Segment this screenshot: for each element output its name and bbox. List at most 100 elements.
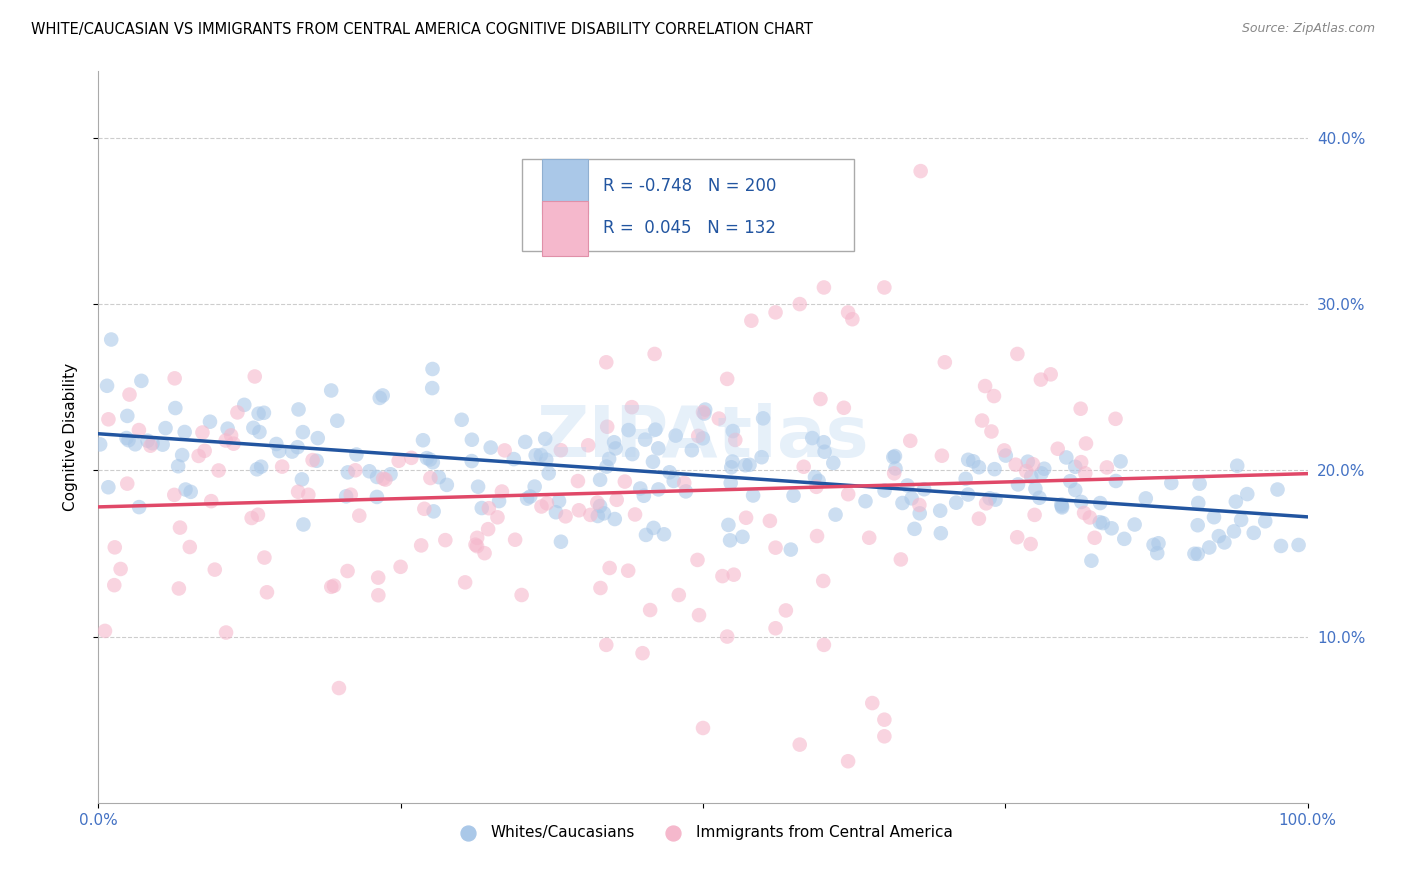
Point	[1243, 525, 1265, 540]
Point	[634, 433, 657, 447]
Point	[96, 379, 118, 393]
Point	[416, 451, 439, 466]
Point	[1288, 538, 1310, 552]
Point	[903, 522, 925, 536]
Point	[1208, 529, 1230, 543]
Point	[643, 521, 665, 535]
Point	[467, 480, 489, 494]
Point	[486, 510, 509, 524]
Point	[673, 475, 696, 490]
Point	[136, 434, 159, 448]
Point	[524, 448, 547, 462]
Point	[1095, 460, 1118, 475]
Text: WHITE/CAUCASIAN VS IMMIGRANTS FROM CENTRAL AMERICA COGNITIVE DISABILITY CORRELAT: WHITE/CAUCASIAN VS IMMIGRANTS FROM CENTR…	[31, 22, 813, 37]
Point	[765, 305, 787, 319]
Point	[1017, 455, 1039, 469]
Point	[890, 552, 912, 566]
Point	[1028, 491, 1050, 505]
Point	[336, 466, 359, 480]
Point	[246, 462, 269, 476]
Point	[174, 483, 197, 497]
Point	[1024, 508, 1046, 522]
Point	[837, 305, 859, 319]
Point	[900, 491, 922, 506]
Point	[813, 574, 835, 588]
Point	[1084, 531, 1107, 545]
Point	[1073, 506, 1095, 520]
Point	[945, 496, 967, 510]
Point	[603, 435, 626, 450]
Point	[366, 470, 388, 484]
Point	[471, 501, 494, 516]
Point	[1022, 457, 1045, 471]
Point	[873, 280, 896, 294]
Point	[474, 546, 496, 560]
Text: ZIPAtlas: ZIPAtlas	[537, 402, 869, 472]
Point	[882, 450, 904, 465]
Point	[675, 484, 697, 499]
Point	[215, 625, 238, 640]
Point	[984, 492, 1007, 507]
Point	[180, 484, 202, 499]
Point	[1054, 450, 1077, 465]
Point	[548, 494, 571, 508]
Point	[606, 492, 628, 507]
Point	[586, 508, 609, 523]
Point	[970, 413, 993, 427]
Point	[179, 540, 201, 554]
Point	[979, 491, 1001, 506]
Point	[422, 455, 444, 469]
Point	[366, 490, 388, 504]
Point	[1187, 518, 1209, 533]
Point	[100, 333, 122, 347]
Point	[593, 506, 616, 520]
Point	[536, 452, 558, 467]
Point	[983, 462, 1005, 476]
Point	[1225, 494, 1247, 508]
Point	[163, 371, 186, 385]
Point	[128, 423, 150, 437]
Point	[187, 449, 209, 463]
Point	[401, 450, 423, 465]
Point	[688, 608, 710, 623]
Point	[957, 452, 980, 467]
Point	[1254, 514, 1277, 528]
Point	[910, 164, 932, 178]
Point	[346, 448, 368, 462]
Legend: Whites/Caucasians, Immigrants from Central America: Whites/Caucasians, Immigrants from Centr…	[447, 819, 959, 847]
Point	[873, 713, 896, 727]
Point	[523, 479, 546, 493]
Point	[128, 500, 150, 515]
Point	[163, 488, 186, 502]
Point	[389, 559, 412, 574]
Point	[765, 541, 787, 555]
Point	[858, 531, 880, 545]
Point	[647, 442, 669, 456]
Point	[813, 444, 835, 458]
Point	[724, 433, 747, 447]
Point	[934, 355, 956, 369]
Point	[686, 553, 709, 567]
Point	[955, 472, 977, 486]
Point	[374, 473, 396, 487]
Point	[536, 496, 558, 510]
Point	[103, 578, 125, 592]
Point	[806, 480, 828, 494]
Point	[586, 495, 609, 509]
Point	[752, 189, 775, 203]
Point	[751, 450, 773, 465]
Point	[641, 455, 664, 469]
Point	[793, 459, 815, 474]
Point	[266, 437, 288, 451]
Point	[464, 538, 486, 552]
Point	[503, 533, 526, 547]
Point	[1114, 532, 1136, 546]
Point	[1202, 510, 1225, 524]
Point	[1270, 539, 1292, 553]
Point	[226, 405, 249, 419]
Point	[688, 429, 710, 443]
Point	[465, 531, 488, 545]
Point	[813, 435, 835, 450]
Point	[436, 478, 458, 492]
Point	[115, 431, 138, 445]
